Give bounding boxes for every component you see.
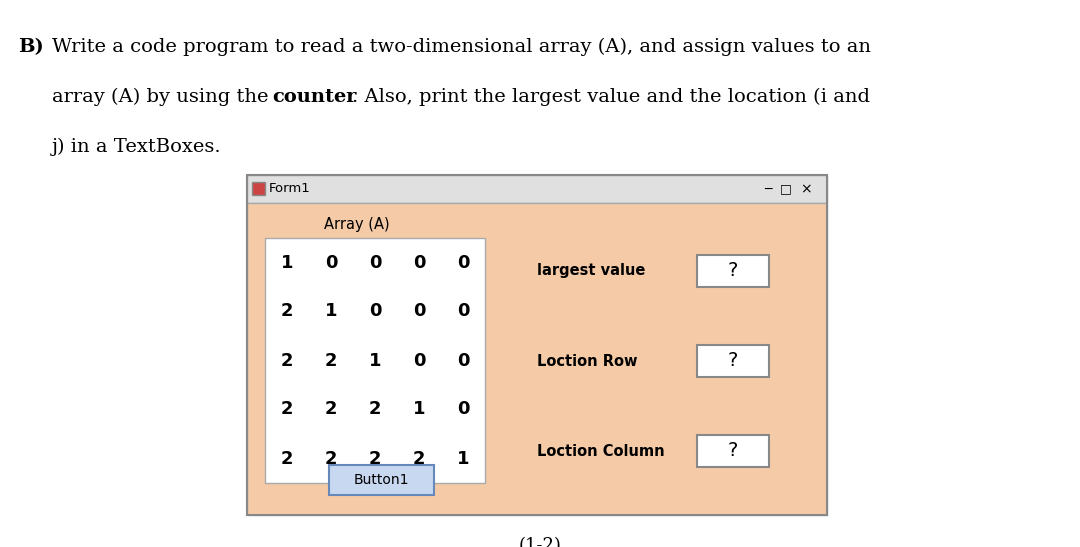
Text: largest value: largest value bbox=[537, 264, 646, 278]
Text: 1: 1 bbox=[368, 352, 381, 370]
Text: 1: 1 bbox=[281, 253, 294, 271]
Text: counter: counter bbox=[272, 88, 356, 106]
Text: Write a code program to read a two-dimensional array (A), and assign values to a: Write a code program to read a two-dimen… bbox=[52, 38, 870, 56]
Text: 0: 0 bbox=[457, 352, 469, 370]
Text: Loction Row: Loction Row bbox=[537, 353, 637, 369]
Text: . Also, print the largest value and the location (i and: . Also, print the largest value and the … bbox=[352, 88, 870, 106]
Bar bbox=[697, 345, 769, 377]
Text: Form1: Form1 bbox=[269, 183, 311, 195]
Text: 1: 1 bbox=[325, 302, 337, 321]
Text: 2: 2 bbox=[325, 400, 337, 418]
Text: 2: 2 bbox=[368, 450, 381, 468]
Text: 2: 2 bbox=[413, 450, 426, 468]
Text: Button1: Button1 bbox=[354, 473, 409, 487]
Text: 2: 2 bbox=[281, 352, 294, 370]
Text: Loction Column: Loction Column bbox=[537, 444, 664, 458]
Text: ?: ? bbox=[728, 261, 739, 281]
Text: 2: 2 bbox=[368, 400, 381, 418]
Text: ×: × bbox=[800, 182, 812, 196]
Text: 0: 0 bbox=[413, 302, 426, 321]
Bar bbox=[697, 255, 769, 287]
Bar bbox=[252, 182, 265, 195]
Text: ─: ─ bbox=[765, 183, 772, 195]
Text: Array (A): Array (A) bbox=[324, 217, 390, 232]
Text: (1-2): (1-2) bbox=[518, 537, 562, 547]
Bar bbox=[247, 175, 827, 515]
Text: 2: 2 bbox=[325, 352, 337, 370]
Text: 2: 2 bbox=[281, 302, 294, 321]
Bar bbox=[697, 435, 769, 467]
Text: ?: ? bbox=[728, 441, 739, 461]
Text: ?: ? bbox=[728, 352, 739, 370]
Text: B): B) bbox=[18, 38, 44, 56]
Text: 0: 0 bbox=[368, 253, 381, 271]
Text: □: □ bbox=[780, 183, 792, 195]
Bar bbox=[247, 175, 827, 203]
Text: j) in a TextBoxes.: j) in a TextBoxes. bbox=[52, 138, 221, 156]
Text: 0: 0 bbox=[325, 253, 337, 271]
Text: 1: 1 bbox=[457, 450, 469, 468]
Bar bbox=[329, 465, 434, 495]
Text: 2: 2 bbox=[281, 450, 294, 468]
Text: 1: 1 bbox=[413, 400, 426, 418]
Text: array (A) by using the: array (A) by using the bbox=[52, 88, 274, 106]
Text: 2: 2 bbox=[325, 450, 337, 468]
Text: 0: 0 bbox=[457, 302, 469, 321]
Text: 0: 0 bbox=[368, 302, 381, 321]
Text: 0: 0 bbox=[413, 352, 426, 370]
Text: 2: 2 bbox=[281, 400, 294, 418]
Text: 0: 0 bbox=[457, 253, 469, 271]
Bar bbox=[265, 238, 485, 483]
Bar bbox=[247, 203, 827, 515]
Text: 0: 0 bbox=[413, 253, 426, 271]
Text: 0: 0 bbox=[457, 400, 469, 418]
